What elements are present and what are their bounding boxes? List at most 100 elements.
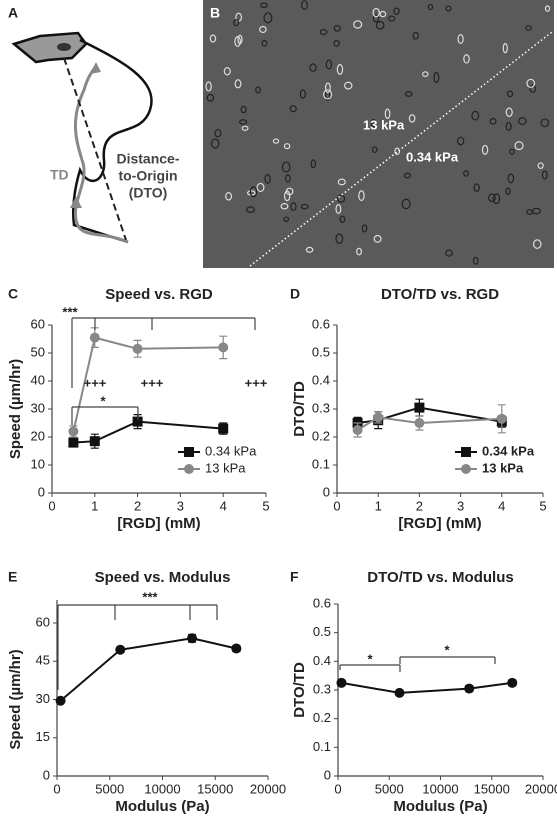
cell <box>333 25 341 32</box>
x-tick-label: 0 <box>53 781 60 796</box>
cell <box>210 138 220 149</box>
y-tick-label: 0.5 <box>313 624 331 639</box>
cells <box>205 0 551 265</box>
cell <box>514 141 524 151</box>
marker <box>496 413 507 424</box>
marker <box>132 416 143 427</box>
cell <box>336 194 346 203</box>
series-line <box>72 336 224 432</box>
y-tick-label: 0.3 <box>312 400 330 415</box>
x-tick-label: 0 <box>334 781 341 796</box>
y-tick-label: 0.5 <box>312 344 330 359</box>
panel-b: B 13 kPa 0.34 kPa <box>203 0 554 268</box>
cell <box>233 19 240 27</box>
cell <box>209 34 217 43</box>
cell <box>388 15 396 22</box>
cell <box>505 187 511 195</box>
cell <box>335 233 344 244</box>
x-tick-label: 2 <box>416 498 423 513</box>
annotation: * <box>100 393 106 408</box>
cell <box>290 202 297 212</box>
y-tick-label: 0.2 <box>313 710 331 725</box>
cell <box>541 170 548 180</box>
cell <box>433 71 440 84</box>
cell <box>358 190 365 202</box>
marker <box>507 677 518 688</box>
marker <box>464 683 475 694</box>
cell <box>241 125 249 131</box>
cell <box>445 5 452 12</box>
cell <box>240 105 247 114</box>
marker <box>55 695 66 706</box>
panel-label: A <box>8 5 18 21</box>
cell <box>412 31 419 40</box>
cell <box>264 173 271 184</box>
marker <box>414 418 425 428</box>
cell <box>457 34 464 44</box>
x-tick-label: 20000 <box>250 781 286 796</box>
panel-label: E <box>8 569 17 585</box>
annotation: *** <box>142 589 158 604</box>
cell <box>445 249 453 257</box>
series-line <box>59 637 237 702</box>
cell <box>394 147 401 156</box>
chart-title: DTO/TD vs. Modulus <box>367 569 513 586</box>
cell <box>509 148 515 155</box>
cell <box>356 247 363 256</box>
cell <box>246 206 255 214</box>
cell <box>344 81 353 90</box>
series-line <box>357 416 502 431</box>
marker <box>68 437 79 448</box>
marker <box>68 426 79 437</box>
series-line <box>357 406 502 424</box>
panel-label: C <box>8 286 18 302</box>
annotation: +++ <box>245 375 268 390</box>
y-axis-label: DTO/TD <box>291 662 308 718</box>
chart-title: Speed vs. RGD <box>105 286 213 303</box>
cell <box>305 246 314 253</box>
cell <box>492 193 501 205</box>
cell <box>379 10 387 18</box>
y-axis-label: Speed (µm/hr) <box>7 649 24 749</box>
cell <box>280 203 289 210</box>
cell <box>283 143 291 150</box>
cell <box>403 172 411 179</box>
cell <box>401 198 411 210</box>
cell <box>237 34 243 45</box>
panel-label: B <box>210 5 220 21</box>
cell <box>463 54 470 64</box>
legend-marker <box>461 447 471 457</box>
x-tick-label: 1 <box>91 498 98 513</box>
y-axis-label: DTO/TD <box>291 381 308 437</box>
x-tick-label: 5000 <box>375 781 404 796</box>
cell <box>260 2 268 9</box>
cell <box>372 7 380 18</box>
marker <box>352 425 363 435</box>
marker <box>115 644 126 655</box>
cell <box>540 118 550 128</box>
y-tick-label: 0.6 <box>312 316 330 331</box>
y-tick-label: 30 <box>36 691 50 706</box>
cell <box>427 3 434 11</box>
y-tick-label: 10 <box>31 456 45 471</box>
cell <box>505 122 512 131</box>
y-tick-label: 0 <box>43 767 50 782</box>
x-tick-label: 15000 <box>474 781 510 796</box>
cell <box>300 203 309 210</box>
cell <box>375 20 385 30</box>
y-tick-label: 40 <box>31 372 45 387</box>
x-axis-label: [RGD] (mM) <box>398 515 481 532</box>
micrograph <box>203 0 554 268</box>
cell <box>473 183 480 192</box>
annotation: +++ <box>141 375 164 390</box>
cell <box>518 117 527 126</box>
marker <box>187 633 198 644</box>
legend-label: 13 kPa <box>482 460 524 475</box>
cell <box>325 59 333 70</box>
cell <box>11 31 88 64</box>
x-axis-label: Modulus (Pa) <box>115 798 209 815</box>
cell <box>502 43 508 54</box>
cell <box>471 110 480 121</box>
cell <box>289 105 297 113</box>
marker <box>218 342 229 353</box>
